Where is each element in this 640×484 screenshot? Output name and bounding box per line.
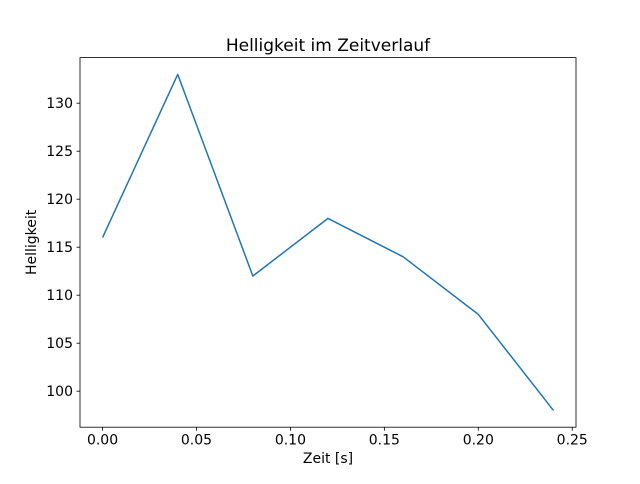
y-axis-label: Helligkeit <box>24 209 40 275</box>
x-tick-label: 0.25 <box>557 433 588 449</box>
y-tick-label: 110 <box>46 288 73 304</box>
y-tick-label: 125 <box>46 144 73 160</box>
x-axis-ticks: 0.00 0.05 0.10 0.15 0.20 0.25 <box>87 427 588 449</box>
plot-area <box>80 57 576 428</box>
y-tick-label: 100 <box>46 384 73 400</box>
y-tick-label: 115 <box>46 240 73 256</box>
y-tick-label: 120 <box>46 192 73 208</box>
y-axis-ticks: 100 105 110 115 120 125 130 <box>46 96 80 400</box>
x-tick-label: 0.15 <box>369 433 400 449</box>
axes-spines <box>79 57 577 428</box>
chart-title: Helligkeit im Zeitverlauf <box>226 36 431 56</box>
data-series <box>101 73 555 411</box>
x-tick-label: 0.00 <box>87 433 118 449</box>
x-tick-label: 0.10 <box>275 433 306 449</box>
data-line <box>101 73 555 411</box>
x-tick-label: 0.20 <box>463 433 494 449</box>
x-tick-label: 0.05 <box>181 433 212 449</box>
x-axis-label: Zeit [s] <box>303 451 353 467</box>
y-tick-label: 130 <box>46 96 73 112</box>
y-tick-label: 105 <box>46 336 73 352</box>
